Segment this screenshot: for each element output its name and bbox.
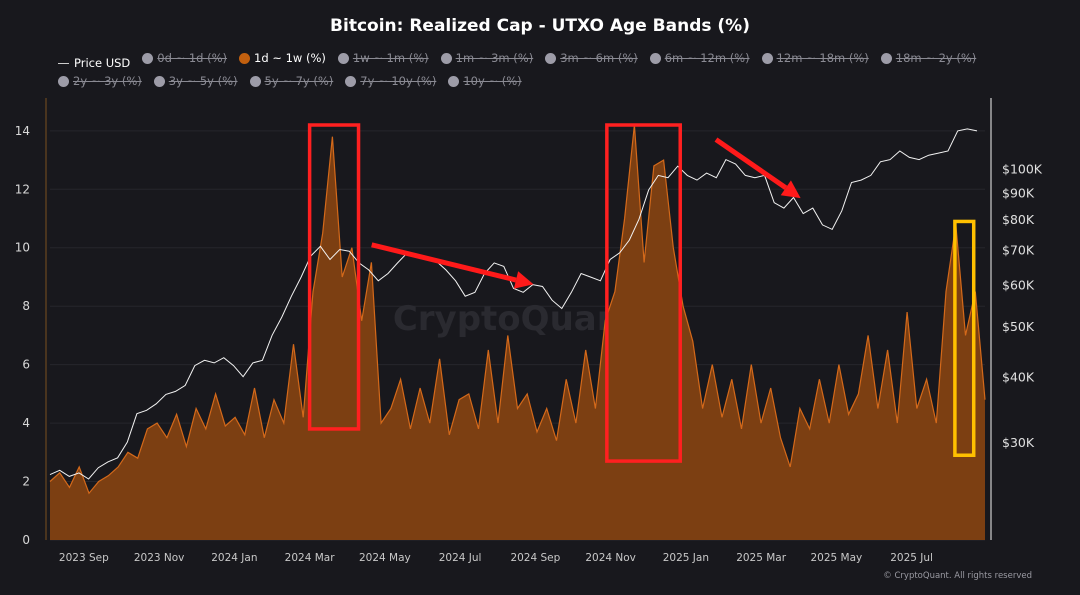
y-tick-label: 14 xyxy=(15,124,30,138)
y-right-tick-label: $100K xyxy=(1002,161,1043,176)
legend-item[interactable]: 0d ~ 1d (%) xyxy=(142,49,227,67)
legend-label: 2y ~ 3y (%) xyxy=(73,74,142,88)
circle-marker-icon xyxy=(345,75,357,87)
price-line xyxy=(49,128,978,480)
y-tick-label: 10 xyxy=(15,241,30,255)
copyright: © CryptoQuant. All rights reserved xyxy=(883,571,1032,581)
y-right-tick-label: $50K xyxy=(1002,319,1035,334)
legend-label: 1d ~ 1w (%) xyxy=(254,51,326,65)
x-tick-label: 2025 May xyxy=(810,552,862,564)
y-tick-label: 2 xyxy=(22,475,30,489)
arrow-head-icon xyxy=(513,271,534,289)
y-right-tick-label: $70K xyxy=(1002,243,1035,258)
x-tick-label: 2025 Jan xyxy=(663,552,709,564)
y-right-tick-label: $90K xyxy=(1002,185,1035,200)
legend-label: 18m ~ 2y (%) xyxy=(895,51,977,65)
chart-title: Bitcoin: Realized Cap - UTXO Age Bands (… xyxy=(330,16,750,36)
circle-marker-icon xyxy=(761,52,773,64)
legend-label: 10y ~ (%) xyxy=(463,74,522,88)
legend-label: Price USD xyxy=(74,56,131,70)
circle-marker-icon xyxy=(880,52,892,64)
watermark: CryptoQuant xyxy=(393,299,637,339)
x-tick-label: 2025 Jul xyxy=(890,552,933,564)
circle-marker-icon xyxy=(249,75,261,87)
legend-item[interactable]: 2y ~ 3y (%) xyxy=(58,72,142,90)
y-tick-label: 4 xyxy=(22,416,30,430)
line-marker-icon xyxy=(58,62,69,64)
x-tick-label: 2024 Jul xyxy=(439,552,482,564)
circle-marker-icon xyxy=(545,52,557,64)
circle-marker-icon xyxy=(649,52,661,64)
legend-label: 5y ~ 7y (%) xyxy=(264,74,334,88)
legend-item[interactable]: 18m ~ 2y (%) xyxy=(880,49,977,67)
legend-item[interactable]: 12m ~ 18m (%) xyxy=(761,49,869,67)
highlight-box xyxy=(307,123,361,431)
circle-marker-icon xyxy=(58,75,69,87)
x-tick-label: 2024 Nov xyxy=(585,552,636,564)
highlight-box xyxy=(605,123,682,463)
y-right-tick-label: $80K xyxy=(1002,212,1035,227)
legend-item[interactable]: 3y ~ 5y (%) xyxy=(153,72,238,90)
legend-label: 12m ~ 18m (%) xyxy=(776,51,869,65)
x-tick-label: 2024 Mar xyxy=(285,552,336,564)
legend-item[interactable]: 6m ~ 12m (%) xyxy=(649,49,750,67)
legend-label: 1w ~ 1m (%) xyxy=(352,51,429,65)
legend-label: 3m ~ 6m (%) xyxy=(560,51,638,65)
legend-item[interactable]: 5y ~ 7y (%) xyxy=(249,72,334,90)
x-tick-label: 2023 Sep xyxy=(59,552,109,564)
legend: Price USD 0d ~ 1d (%) 1d ~ 1w (%) 1w ~ 1m (… xyxy=(58,49,1048,92)
legend-label: 7y ~ 10y (%) xyxy=(360,74,437,88)
legend-item[interactable]: 1m ~ 3m (%) xyxy=(440,49,534,67)
circle-marker-icon xyxy=(142,52,154,64)
y-tick-label: 8 xyxy=(22,299,30,313)
legend-label: 6m ~ 12m (%) xyxy=(664,51,750,65)
y-right-tick-label: $30K xyxy=(1002,435,1035,450)
legend-item[interactable]: 1w ~ 1m (%) xyxy=(337,49,429,67)
arrow-head-icon xyxy=(780,180,801,199)
line-1d-1w xyxy=(49,124,986,495)
area-1d-1w xyxy=(50,125,985,540)
x-tick-label: 2024 Sep xyxy=(510,552,560,564)
circle-marker-icon xyxy=(153,75,165,87)
circle-marker-icon xyxy=(337,52,349,64)
x-tick-label: 2023 Nov xyxy=(134,552,185,564)
legend-label: 0d ~ 1d (%) xyxy=(157,51,228,65)
y-tick-label: 0 xyxy=(22,533,30,547)
trend-arrow xyxy=(714,137,788,190)
y-right-tick-label: $40K xyxy=(1002,370,1035,385)
legend-item[interactable]: Price USD xyxy=(58,54,130,72)
x-tick-label: 2024 May xyxy=(359,552,411,564)
trend-arrow xyxy=(371,242,517,283)
x-tick-label: 2025 Mar xyxy=(736,552,787,564)
circle-marker-icon xyxy=(440,52,452,64)
y-tick-label: 6 xyxy=(22,358,30,372)
highlight-box xyxy=(953,219,976,457)
y-right-tick-label: $60K xyxy=(1002,278,1035,293)
legend-item[interactable]: 3m ~ 6m (%) xyxy=(545,49,638,67)
circle-marker-icon xyxy=(448,75,460,87)
legend-label: 3y ~ 5y (%) xyxy=(168,74,238,88)
circle-marker-icon xyxy=(239,52,251,64)
legend-item[interactable]: 10y ~ (%) xyxy=(448,72,522,90)
legend-label: 1m ~ 3m (%) xyxy=(455,51,534,65)
x-tick-label: 2024 Jan xyxy=(211,552,257,564)
legend-item[interactable]: 1d ~ 1w (%) xyxy=(239,49,326,67)
legend-item[interactable]: 7y ~ 10y (%) xyxy=(345,72,436,90)
y-tick-label: 12 xyxy=(15,182,30,196)
